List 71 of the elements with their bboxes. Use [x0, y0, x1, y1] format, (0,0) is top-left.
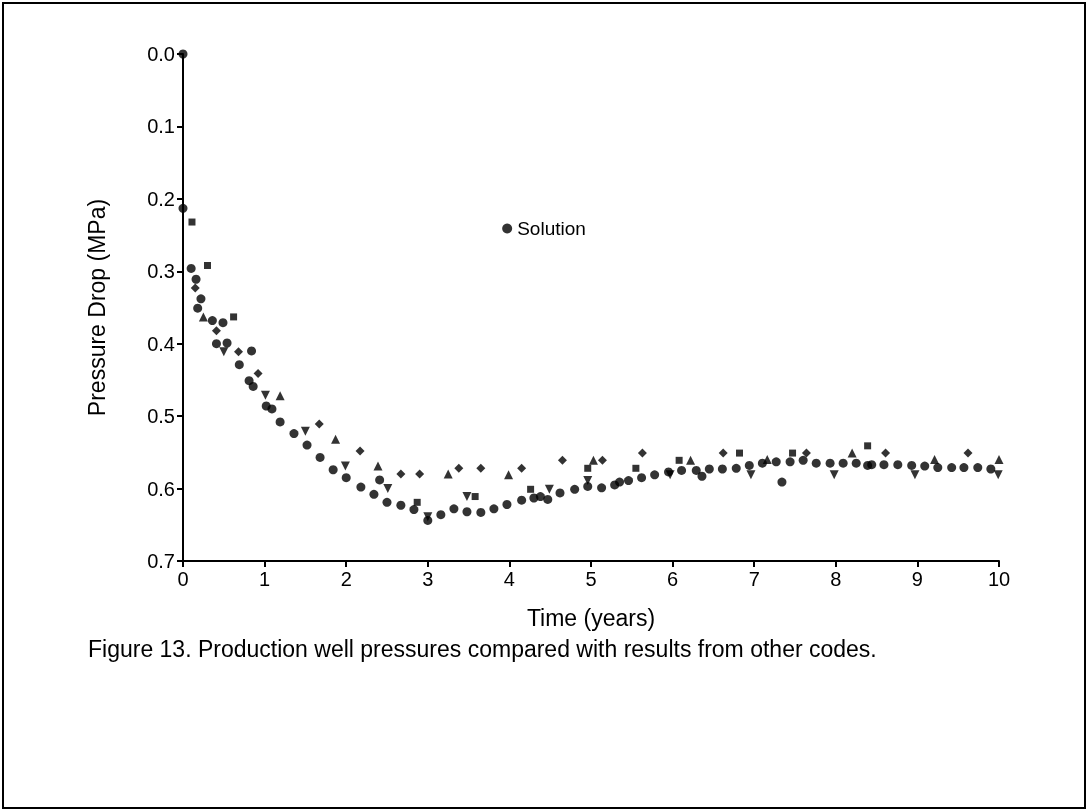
- point: [864, 442, 872, 450]
- point: [230, 313, 238, 321]
- point: [527, 485, 535, 493]
- point: [829, 470, 839, 480]
- point: [476, 463, 486, 473]
- point: [584, 464, 592, 472]
- point: [314, 419, 324, 429]
- point: [632, 464, 640, 472]
- point: [993, 470, 1003, 480]
- y-tick-label: 0.0: [147, 43, 175, 65]
- point: [504, 470, 514, 480]
- point: [300, 426, 310, 436]
- x-tick-label: 6: [667, 568, 679, 590]
- x-axis-title: Time (years): [526, 604, 656, 631]
- point: [373, 461, 383, 471]
- point: [718, 448, 728, 458]
- y-tick-label: 0.6: [147, 477, 175, 500]
- x-tick-label: 4: [503, 568, 515, 590]
- point: [188, 218, 196, 226]
- point: [517, 463, 527, 473]
- point: [994, 455, 1004, 465]
- point: [637, 448, 647, 458]
- y-tick-label: 0.3: [147, 260, 175, 283]
- x-tick-label: 1: [259, 568, 271, 590]
- point: [963, 448, 973, 458]
- caption: Figure 13. Production well pressures compared with results from other codes.: [88, 635, 878, 664]
- y-tick-label: 0.1: [147, 115, 175, 138]
- point: [331, 434, 341, 444]
- point: [413, 498, 421, 506]
- point: [443, 469, 453, 479]
- y-tick-label: 0.4: [147, 332, 175, 355]
- point: [396, 469, 406, 479]
- point: [233, 347, 243, 357]
- point: [415, 469, 425, 479]
- x-tick-label: 2: [340, 568, 352, 590]
- point: [544, 484, 554, 494]
- point: [211, 326, 221, 336]
- point: [219, 347, 229, 357]
- point: [881, 448, 891, 458]
- point: [203, 261, 211, 269]
- x-tick-label: 9: [911, 568, 923, 590]
- point: [675, 456, 683, 464]
- x-tick-label: 10: [987, 568, 1011, 590]
- x-tick-label: 0: [177, 568, 189, 590]
- point: [588, 455, 598, 465]
- point: [789, 449, 797, 457]
- point: [190, 283, 200, 293]
- point: [557, 455, 567, 465]
- x-tick-label: 7: [748, 568, 760, 590]
- point: [383, 484, 393, 494]
- point: [910, 470, 920, 480]
- x-tick-label: 5: [585, 568, 597, 590]
- x-tick-label: 8: [830, 568, 842, 590]
- legend-label: Solution: [517, 218, 586, 239]
- point: [355, 446, 365, 456]
- y-tick-label: 0.7: [147, 550, 175, 572]
- point: [462, 492, 472, 502]
- y-tick-label: 0.5: [147, 405, 175, 428]
- y-tick-label: 0.2: [147, 187, 175, 210]
- y-axis-title: Pressure Drop (MPa): [83, 198, 110, 417]
- point: [253, 368, 263, 378]
- point: [597, 455, 607, 465]
- point: [930, 455, 940, 465]
- point: [801, 448, 811, 458]
- point: [736, 449, 744, 457]
- x-tick-label: 3: [422, 568, 434, 590]
- point: [686, 455, 696, 465]
- point: [847, 448, 857, 458]
- point: [471, 493, 479, 501]
- point: [454, 463, 464, 473]
- point: [746, 470, 756, 480]
